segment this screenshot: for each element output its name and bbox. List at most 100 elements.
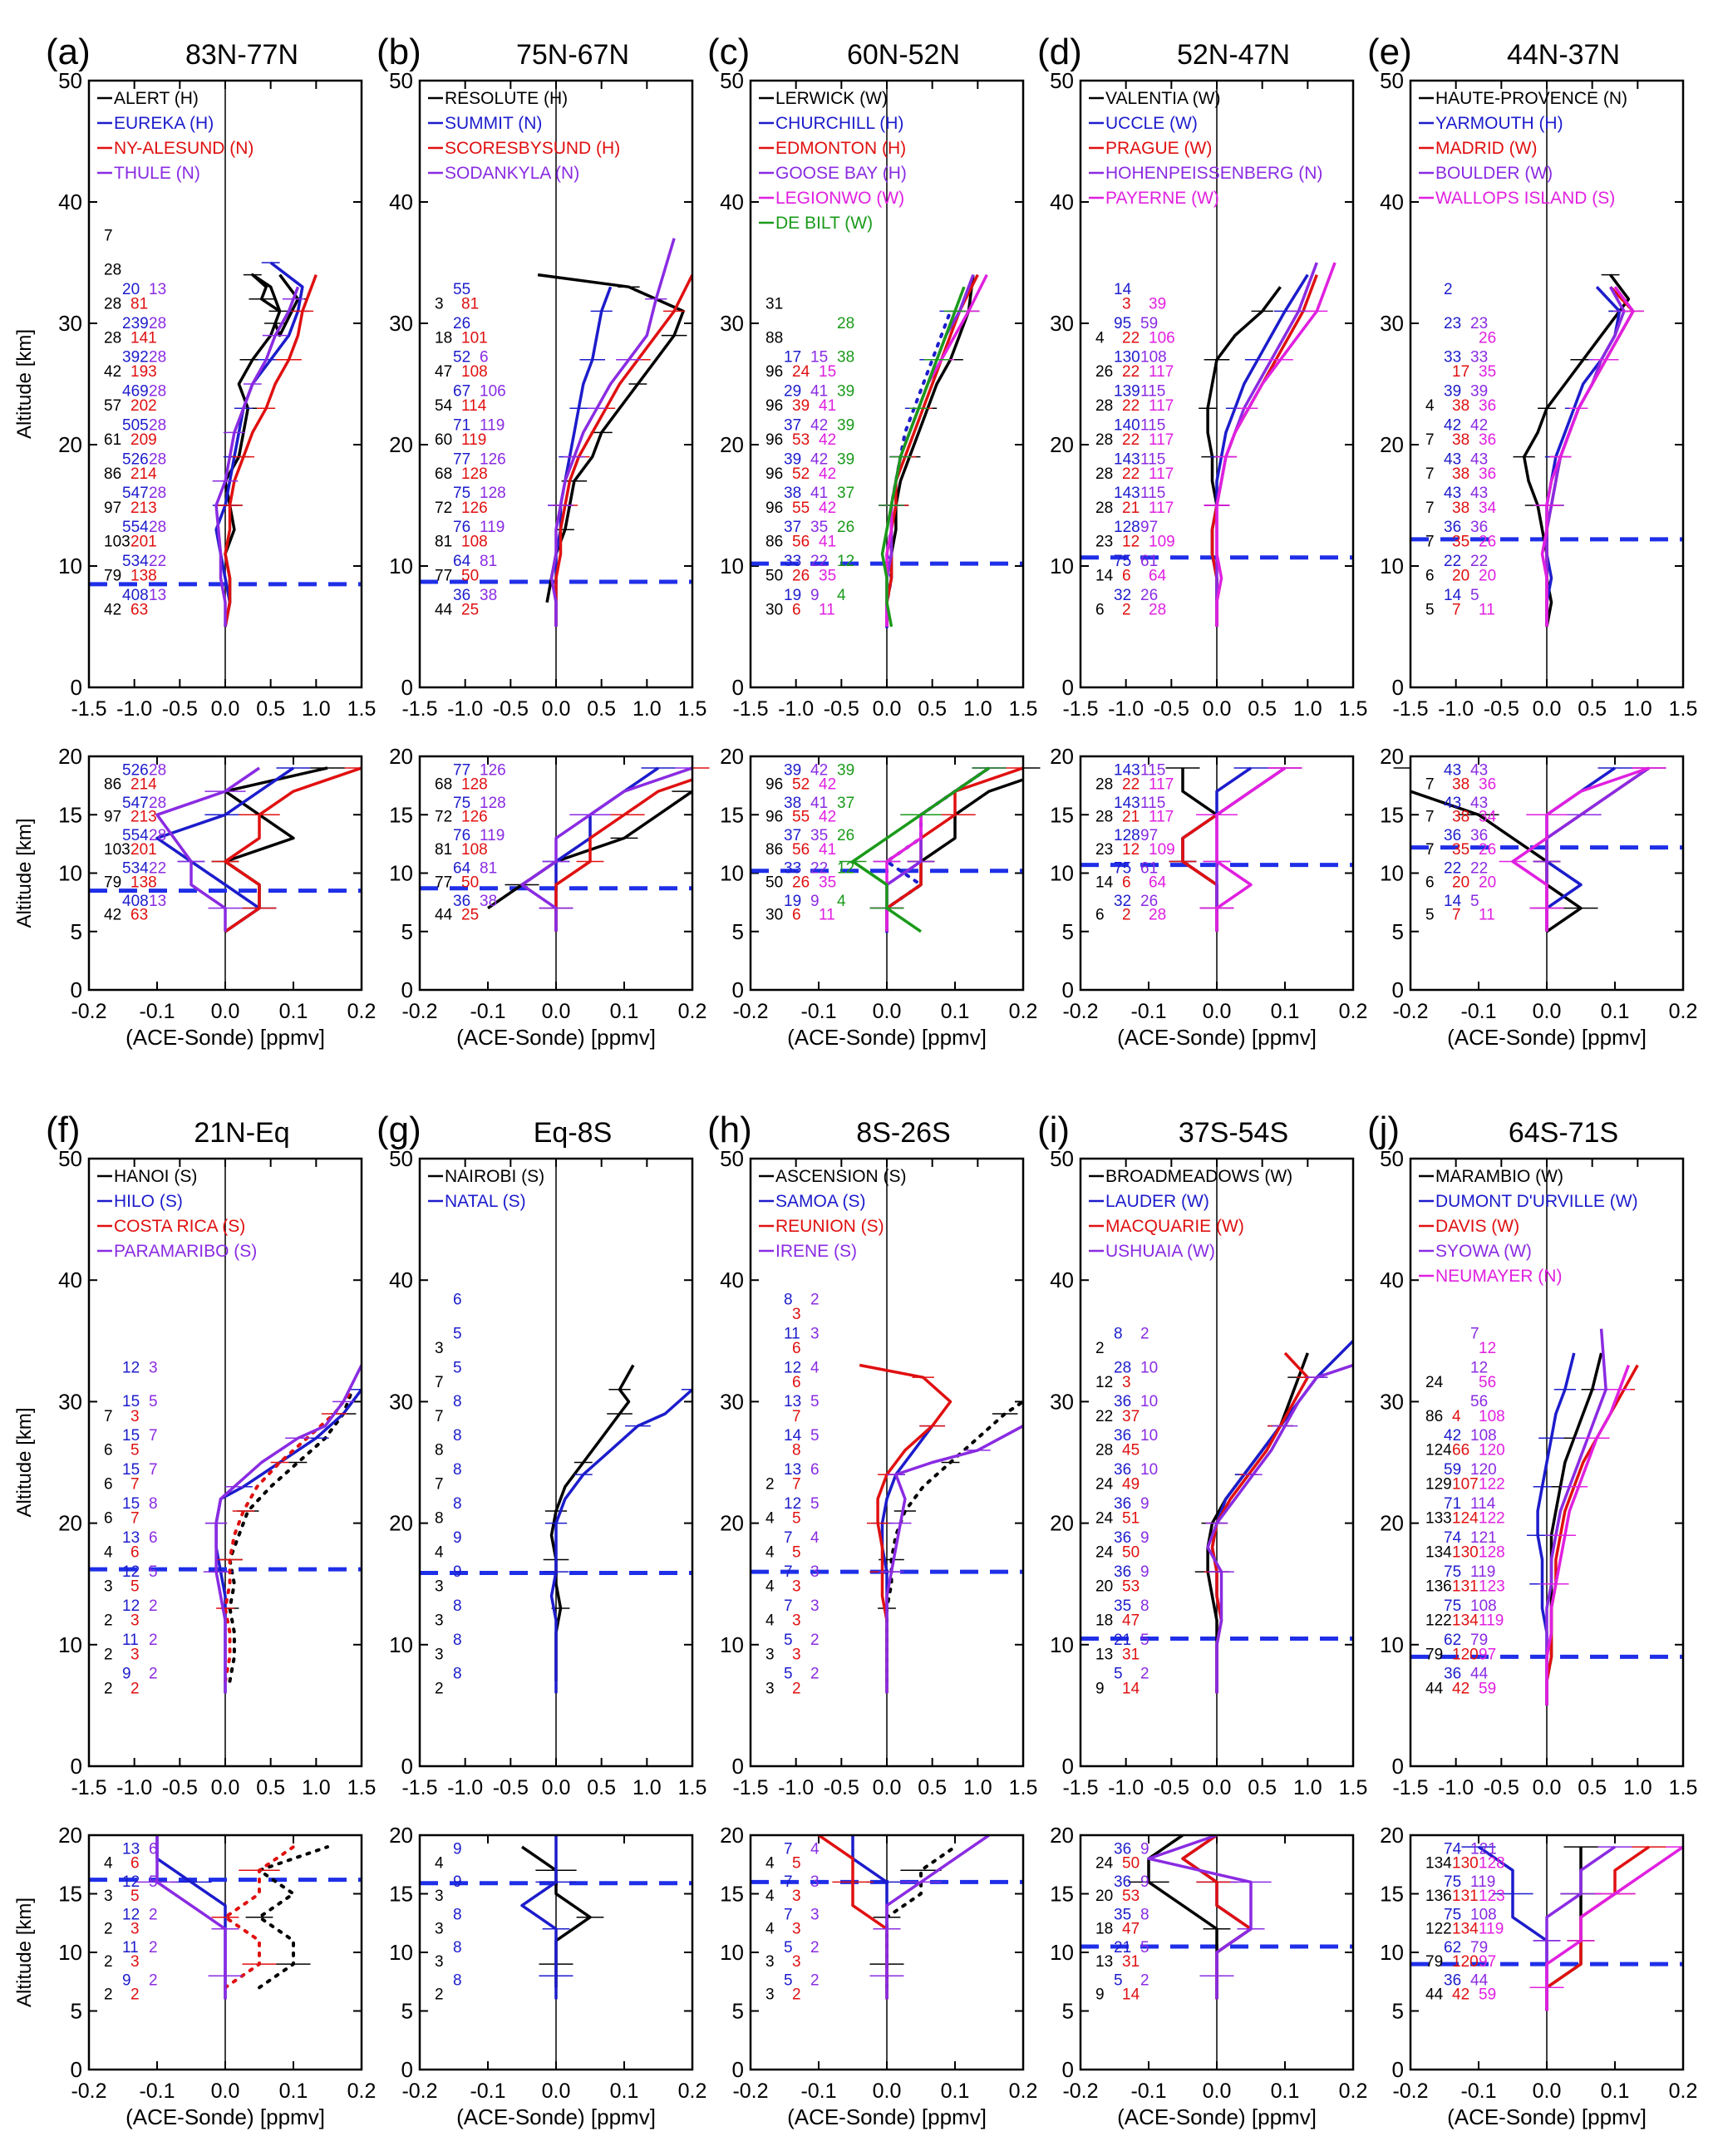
sample-count: 143 bbox=[1114, 795, 1140, 812]
sample-count: 10 bbox=[1140, 1359, 1158, 1376]
y-tick-label: 10 bbox=[389, 1940, 413, 1965]
sample-count: 3 bbox=[810, 1907, 820, 1924]
sample-count: 28 bbox=[1095, 1442, 1113, 1459]
legend-label: GOOSE BAY (H) bbox=[775, 164, 907, 183]
sample-count: 41 bbox=[819, 397, 836, 415]
sample-count: 36 bbox=[1444, 1666, 1461, 1683]
sample-count: 119 bbox=[1479, 1920, 1504, 1937]
sample-count: 37 bbox=[1122, 1408, 1140, 1425]
sample-count: 28 bbox=[149, 795, 166, 812]
sample-count: 35 bbox=[1452, 534, 1469, 551]
sample-count: 130 bbox=[1114, 349, 1140, 367]
x-tick-label: 0.2 bbox=[1669, 2080, 1698, 2103]
sample-count: 25 bbox=[461, 907, 479, 924]
legend-label: SAMOA (S) bbox=[775, 1192, 866, 1211]
sample-count: 12 bbox=[122, 1563, 140, 1581]
x-tick-label: 0.2 bbox=[1339, 1000, 1368, 1023]
sample-count: 15 bbox=[122, 1461, 140, 1479]
sample-count: 5 bbox=[1470, 587, 1479, 604]
y-tick-label: 0 bbox=[1392, 675, 1404, 700]
x-tick-label: -1.5 bbox=[732, 1776, 768, 1799]
sample-count: 5 bbox=[1114, 1971, 1123, 1989]
sample-count: 52 bbox=[792, 775, 810, 793]
panel-title: 83N-77N bbox=[185, 39, 298, 71]
x-tick-label: -0.2 bbox=[1062, 1000, 1098, 1023]
x-tick-label: 1.0 bbox=[1623, 1776, 1652, 1799]
sample-count: 9 bbox=[1140, 1529, 1149, 1547]
y-tick-label: 0 bbox=[71, 675, 82, 700]
sample-count: 26 bbox=[1095, 363, 1113, 381]
sample-count: 79 bbox=[1425, 1953, 1443, 1971]
sample-count: 77 bbox=[435, 874, 452, 891]
sample-count: 7 bbox=[1452, 601, 1461, 618]
sample-count: 43 bbox=[1444, 485, 1461, 502]
sample-count: 3 bbox=[104, 1578, 113, 1595]
sample-count: 2 bbox=[810, 1939, 820, 1957]
y-tick-label: 10 bbox=[1050, 1940, 1074, 1965]
sample-count: 119 bbox=[1479, 1612, 1504, 1629]
sample-count: 547 bbox=[122, 485, 149, 502]
top-plot bbox=[1409, 1157, 1685, 1768]
sample-count: 534 bbox=[122, 553, 149, 570]
x-tick-label: 0.2 bbox=[678, 2080, 707, 2103]
sample-count: 74 bbox=[1444, 1841, 1462, 1858]
y-tick-label: 20 bbox=[1050, 1823, 1074, 1848]
sample-count: 3 bbox=[435, 1888, 444, 1905]
top-plot bbox=[749, 1157, 1025, 1768]
y-tick-label: 0 bbox=[71, 977, 82, 1002]
sample-count: 108 bbox=[1479, 1408, 1505, 1425]
sample-count: 126 bbox=[480, 761, 506, 779]
x-tick-label: 1.5 bbox=[678, 697, 707, 721]
sample-count: 35 bbox=[1114, 1907, 1131, 1924]
sample-count: 7 bbox=[1470, 1325, 1479, 1342]
sample-count: 9 bbox=[810, 893, 820, 910]
legend-label: COSTA RICA (S) bbox=[114, 1217, 245, 1236]
y-tick-label: 5 bbox=[1392, 919, 1404, 944]
sample-count: 15 bbox=[810, 349, 828, 367]
sample-count: 15 bbox=[819, 363, 836, 381]
sample-count: 36 bbox=[1114, 1461, 1131, 1479]
panel-label: (c) bbox=[707, 32, 750, 72]
sample-count: 56 bbox=[792, 841, 810, 859]
sample-count: 23 bbox=[1470, 315, 1488, 332]
x-tick-label: -1.0 bbox=[1108, 1776, 1144, 1799]
x-axis-label: (ACE-Sonde) [ppmv] bbox=[1447, 2104, 1647, 2129]
sample-count: 2 bbox=[104, 1953, 113, 1971]
top-plot bbox=[1409, 79, 1685, 689]
plot-frame bbox=[87, 1157, 363, 1768]
sample-count: 41 bbox=[810, 485, 828, 502]
sample-count: 22 bbox=[1122, 397, 1140, 415]
series-line bbox=[228, 1387, 355, 1683]
sample-count: 120 bbox=[1479, 1442, 1505, 1459]
y-tick-label: 50 bbox=[720, 68, 744, 93]
y-tick-label: 15 bbox=[1050, 802, 1074, 827]
panel-title: 37S-54S bbox=[1179, 1117, 1288, 1149]
plot-frame bbox=[1079, 1834, 1355, 2071]
sample-count: 77 bbox=[453, 450, 470, 468]
x-tick-label: -1.0 bbox=[447, 1776, 483, 1799]
sample-count: 101 bbox=[461, 329, 488, 347]
y-tick-label: 50 bbox=[1050, 1146, 1074, 1171]
legend-label: HILO (S) bbox=[114, 1192, 183, 1211]
sample-count: 26 bbox=[1479, 329, 1496, 347]
panel-label: (e) bbox=[1367, 32, 1412, 72]
sample-count: 28 bbox=[1114, 1359, 1131, 1376]
sample-count: 42 bbox=[819, 465, 836, 483]
y-tick-label: 10 bbox=[720, 1632, 744, 1657]
x-tick-label: -0.1 bbox=[470, 1000, 505, 1023]
x-tick-label: 0.5 bbox=[587, 697, 616, 721]
sample-count: 109 bbox=[1149, 841, 1175, 859]
panel-label: (d) bbox=[1037, 32, 1082, 72]
sample-count: 41 bbox=[810, 383, 828, 401]
legend-label: MADRID (W) bbox=[1435, 139, 1537, 158]
plot-frame bbox=[418, 1834, 694, 2071]
y-tick-label: 30 bbox=[1380, 1389, 1404, 1414]
sample-count: 22 bbox=[1122, 431, 1140, 449]
sample-count: 36 bbox=[1479, 465, 1496, 483]
sample-count: 30 bbox=[765, 907, 783, 924]
sample-count: 103 bbox=[104, 534, 130, 551]
sample-count: 42 bbox=[1444, 416, 1461, 434]
y-tick-label: 20 bbox=[58, 744, 82, 769]
series-line bbox=[885, 1835, 990, 2000]
x-tick-label: -0.5 bbox=[1484, 697, 1519, 721]
